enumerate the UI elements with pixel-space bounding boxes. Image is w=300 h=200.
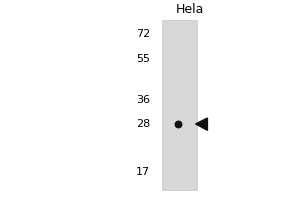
Text: Hela: Hela <box>176 3 204 16</box>
Text: 36: 36 <box>136 95 150 105</box>
Text: 72: 72 <box>136 29 150 39</box>
Text: 17: 17 <box>136 167 150 177</box>
Bar <box>162 20 197 190</box>
Polygon shape <box>196 118 207 130</box>
Text: 28: 28 <box>136 119 150 129</box>
Text: 55: 55 <box>136 54 150 64</box>
